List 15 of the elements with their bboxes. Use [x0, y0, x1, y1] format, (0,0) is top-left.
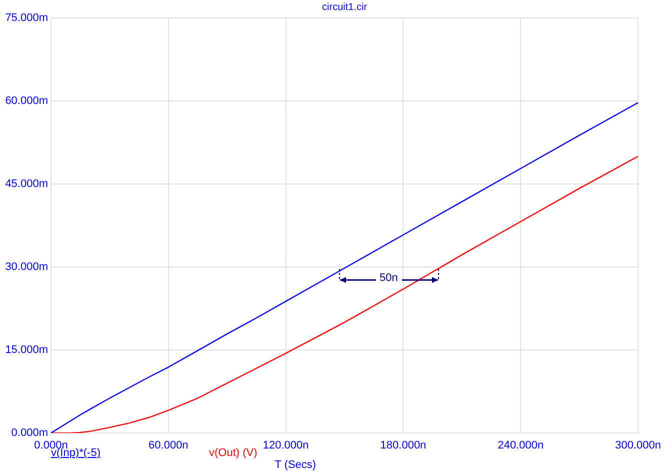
y-tick-label: 60.000m — [5, 95, 48, 108]
x-tick-label: 60.000n — [148, 440, 188, 452]
y-tick-label: 75.000m — [5, 12, 48, 24]
x-tick-label: 180.000n — [380, 440, 426, 452]
annotation: 50n — [380, 272, 398, 286]
y-tick-label: 30.000m — [5, 261, 48, 274]
y-tick-label: 45.000m — [5, 178, 48, 190]
x-tick-label: 240.000n — [498, 440, 544, 452]
text: v(Out) (V) — [209, 447, 258, 460]
x-axis-title: T (Secs) — [274, 459, 316, 472]
x-tick-label: 300.000n — [615, 440, 662, 452]
x-tick-label: 120.000n — [262, 440, 309, 452]
y-tick-label: 0.000m — [11, 427, 48, 440]
y-tick-label: 15.000m — [5, 344, 48, 356]
chart-title: circuit1.cir — [322, 1, 368, 14]
